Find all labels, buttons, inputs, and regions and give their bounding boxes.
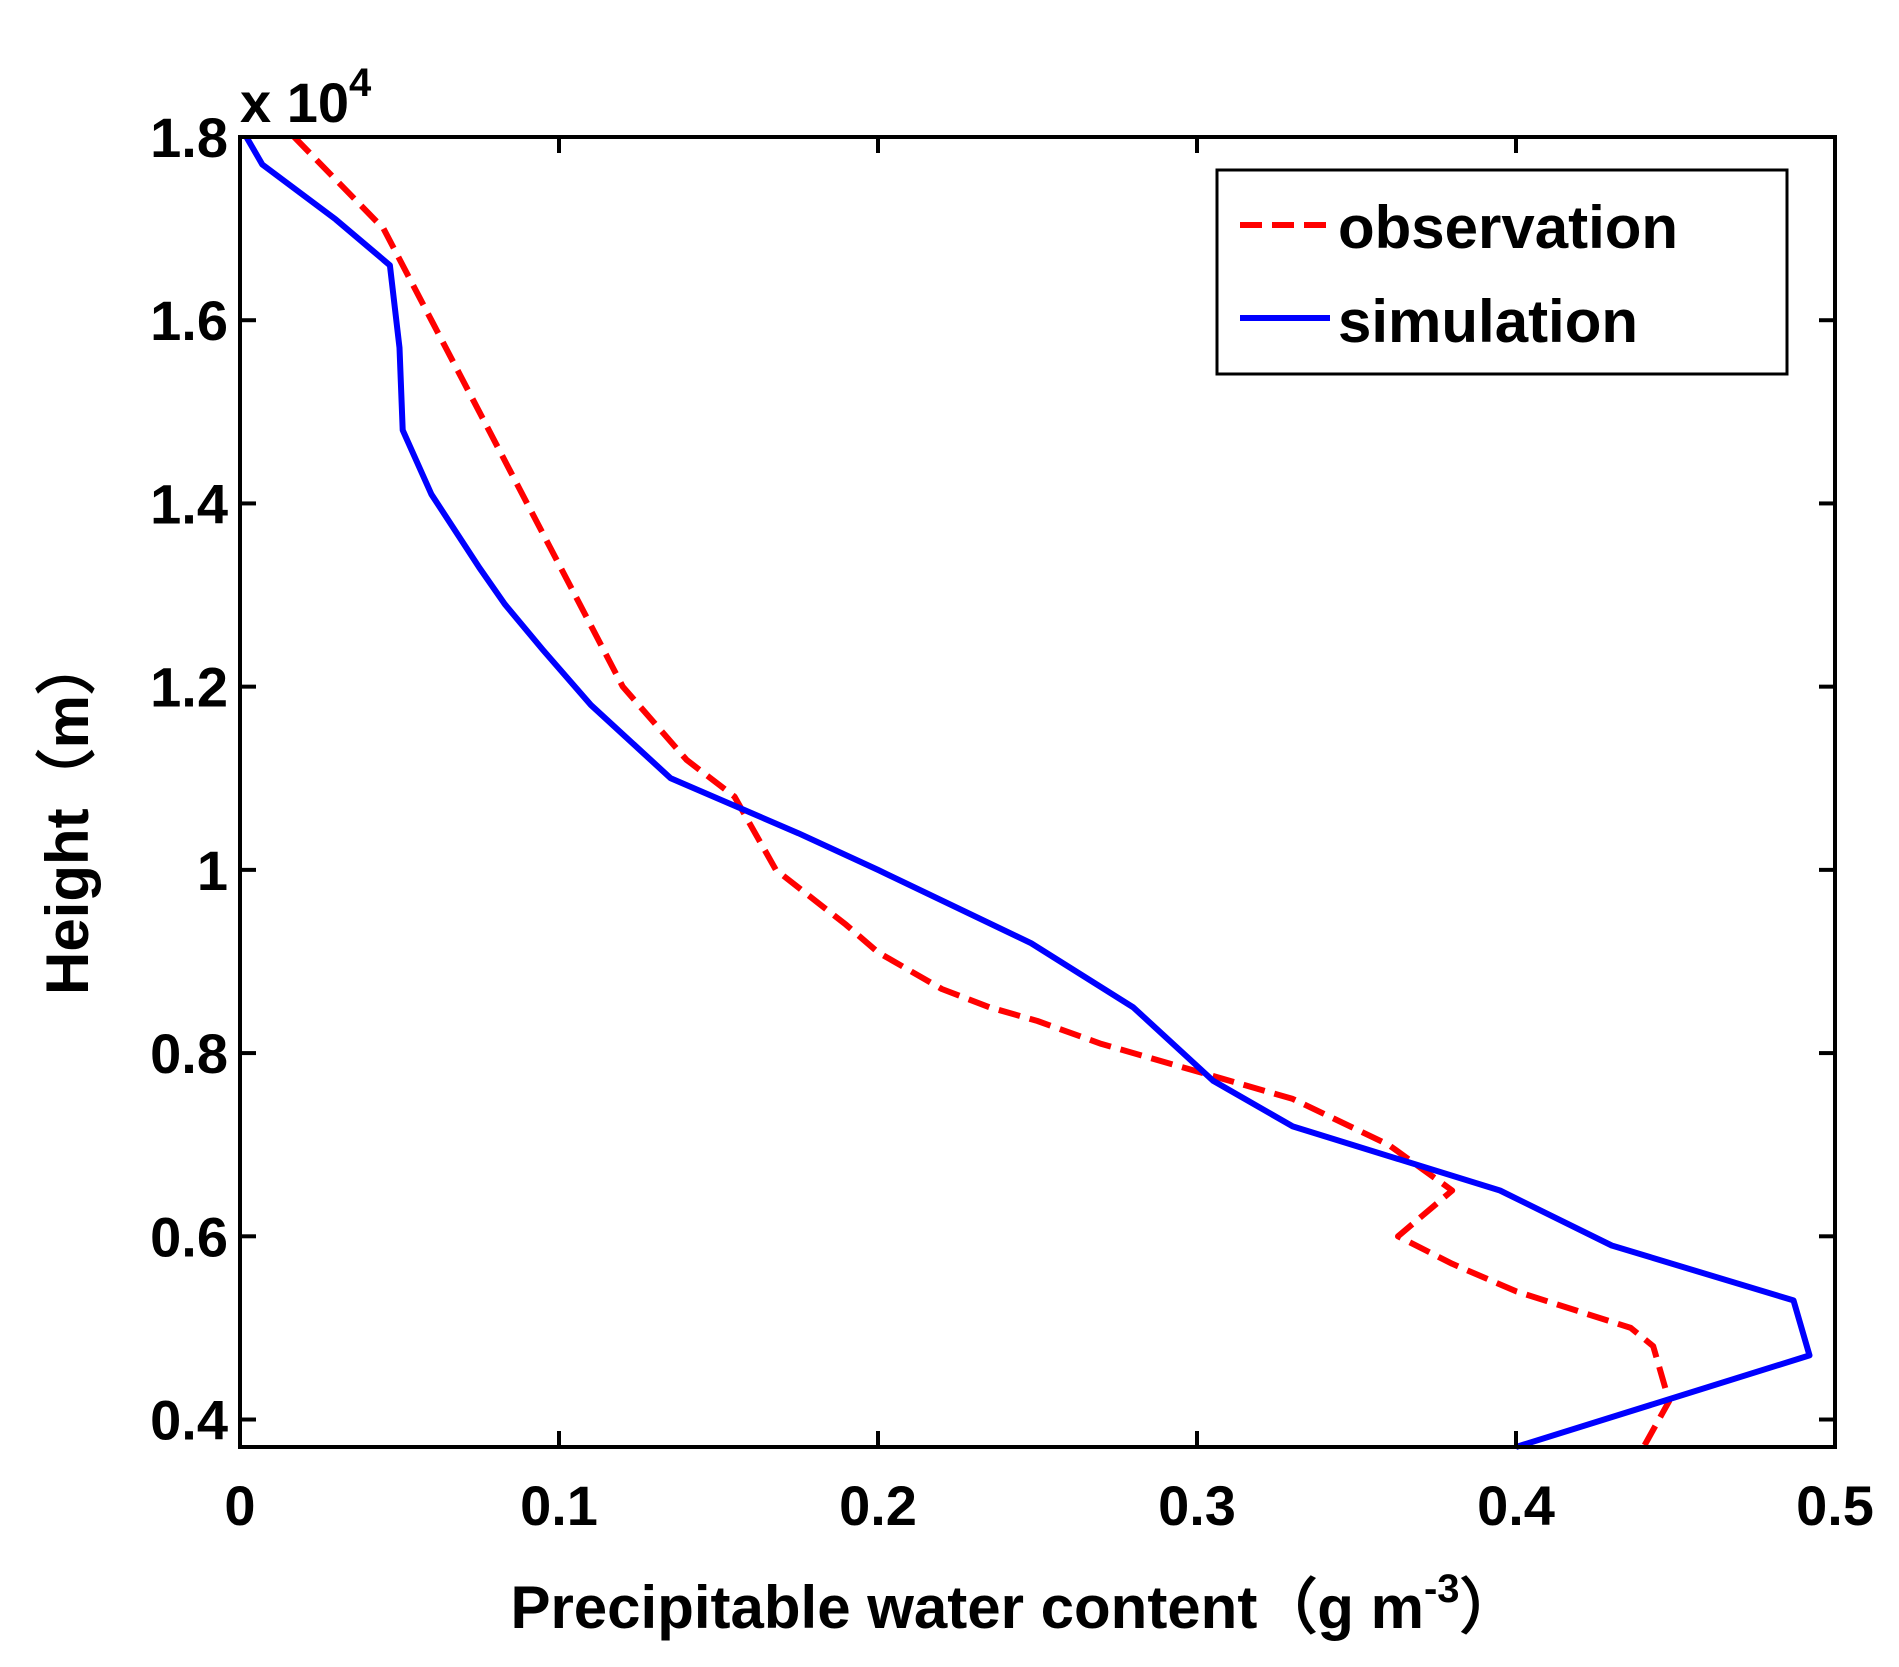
- y-multiplier-base: x 10: [240, 71, 349, 134]
- plot-lines: [243, 134, 1813, 1450]
- legend-observation-label: observation: [1338, 194, 1678, 261]
- y-tick-label: 1.4: [150, 472, 228, 535]
- y-tick-label: 1: [197, 839, 228, 902]
- legend: observation simulation: [1215, 168, 1789, 376]
- legend-simulation-label: simulation: [1338, 288, 1638, 355]
- y-tick-label: 1.8: [150, 106, 228, 169]
- x-tick-label: 0.3: [1158, 1474, 1236, 1537]
- y-tick-label: 1.6: [150, 289, 228, 352]
- x-axis-title-text: Precipitable water content（g m: [510, 1574, 1424, 1641]
- plot-frame: [238, 135, 1837, 1449]
- y-multiplier-exponent: 4: [349, 61, 372, 105]
- axis-ticks: [238, 135, 1837, 1447]
- x-tick-label: 0.4: [1477, 1474, 1555, 1537]
- x-tick-label: 0.2: [839, 1474, 917, 1537]
- x-axis-title-close: ）: [1460, 1574, 1520, 1641]
- x-axis-title: Precipitable water content（g m-3）: [510, 1567, 1519, 1641]
- x-tick-label: 0.1: [520, 1474, 598, 1537]
- series-simulation-line: [243, 135, 1813, 1450]
- legend-box: [1215, 168, 1789, 376]
- axis-tick-labels: 0 0.1 0.2 0.3 0.4 0.5 0.4 0.6 0.8 1 1.2 1.4 1.6 1.8: [150, 106, 1874, 1537]
- x-tick-label: 0.5: [1796, 1474, 1874, 1537]
- x-tick-label: 0: [224, 1474, 255, 1537]
- y-axis-title: Height（m）: [34, 635, 101, 995]
- y-tick-label: 0.8: [150, 1022, 228, 1085]
- y-tick-label: 0.6: [150, 1205, 228, 1268]
- y-multiplier: x 104: [240, 61, 372, 134]
- y-tick-label: 1.2: [150, 656, 228, 719]
- y-tick-label: 0.4: [150, 1389, 228, 1452]
- x-axis-title-superscript: -3: [1424, 1567, 1460, 1611]
